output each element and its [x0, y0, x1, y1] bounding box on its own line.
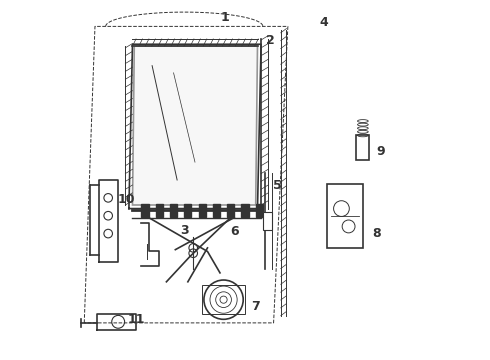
Bar	[256, 204, 263, 217]
Text: 8: 8	[372, 227, 381, 240]
Text: 1: 1	[221, 11, 230, 24]
Bar	[242, 204, 248, 217]
Text: 10: 10	[118, 193, 135, 206]
Text: 3: 3	[180, 224, 189, 237]
Text: 2: 2	[266, 34, 274, 47]
Polygon shape	[132, 46, 258, 205]
Text: 4: 4	[319, 16, 328, 29]
Bar	[213, 204, 220, 217]
Bar	[170, 204, 177, 217]
Bar	[156, 204, 163, 217]
Bar	[263, 212, 272, 230]
Bar	[327, 184, 363, 248]
Text: 9: 9	[376, 145, 385, 158]
Text: 6: 6	[230, 225, 239, 238]
Text: 7: 7	[251, 300, 260, 313]
Bar	[202, 285, 245, 314]
Bar	[184, 204, 192, 217]
Bar	[198, 204, 206, 217]
Bar	[142, 204, 148, 217]
Bar	[356, 135, 369, 160]
Bar	[227, 204, 234, 217]
Text: 5: 5	[273, 179, 282, 192]
Text: 11: 11	[127, 313, 145, 326]
